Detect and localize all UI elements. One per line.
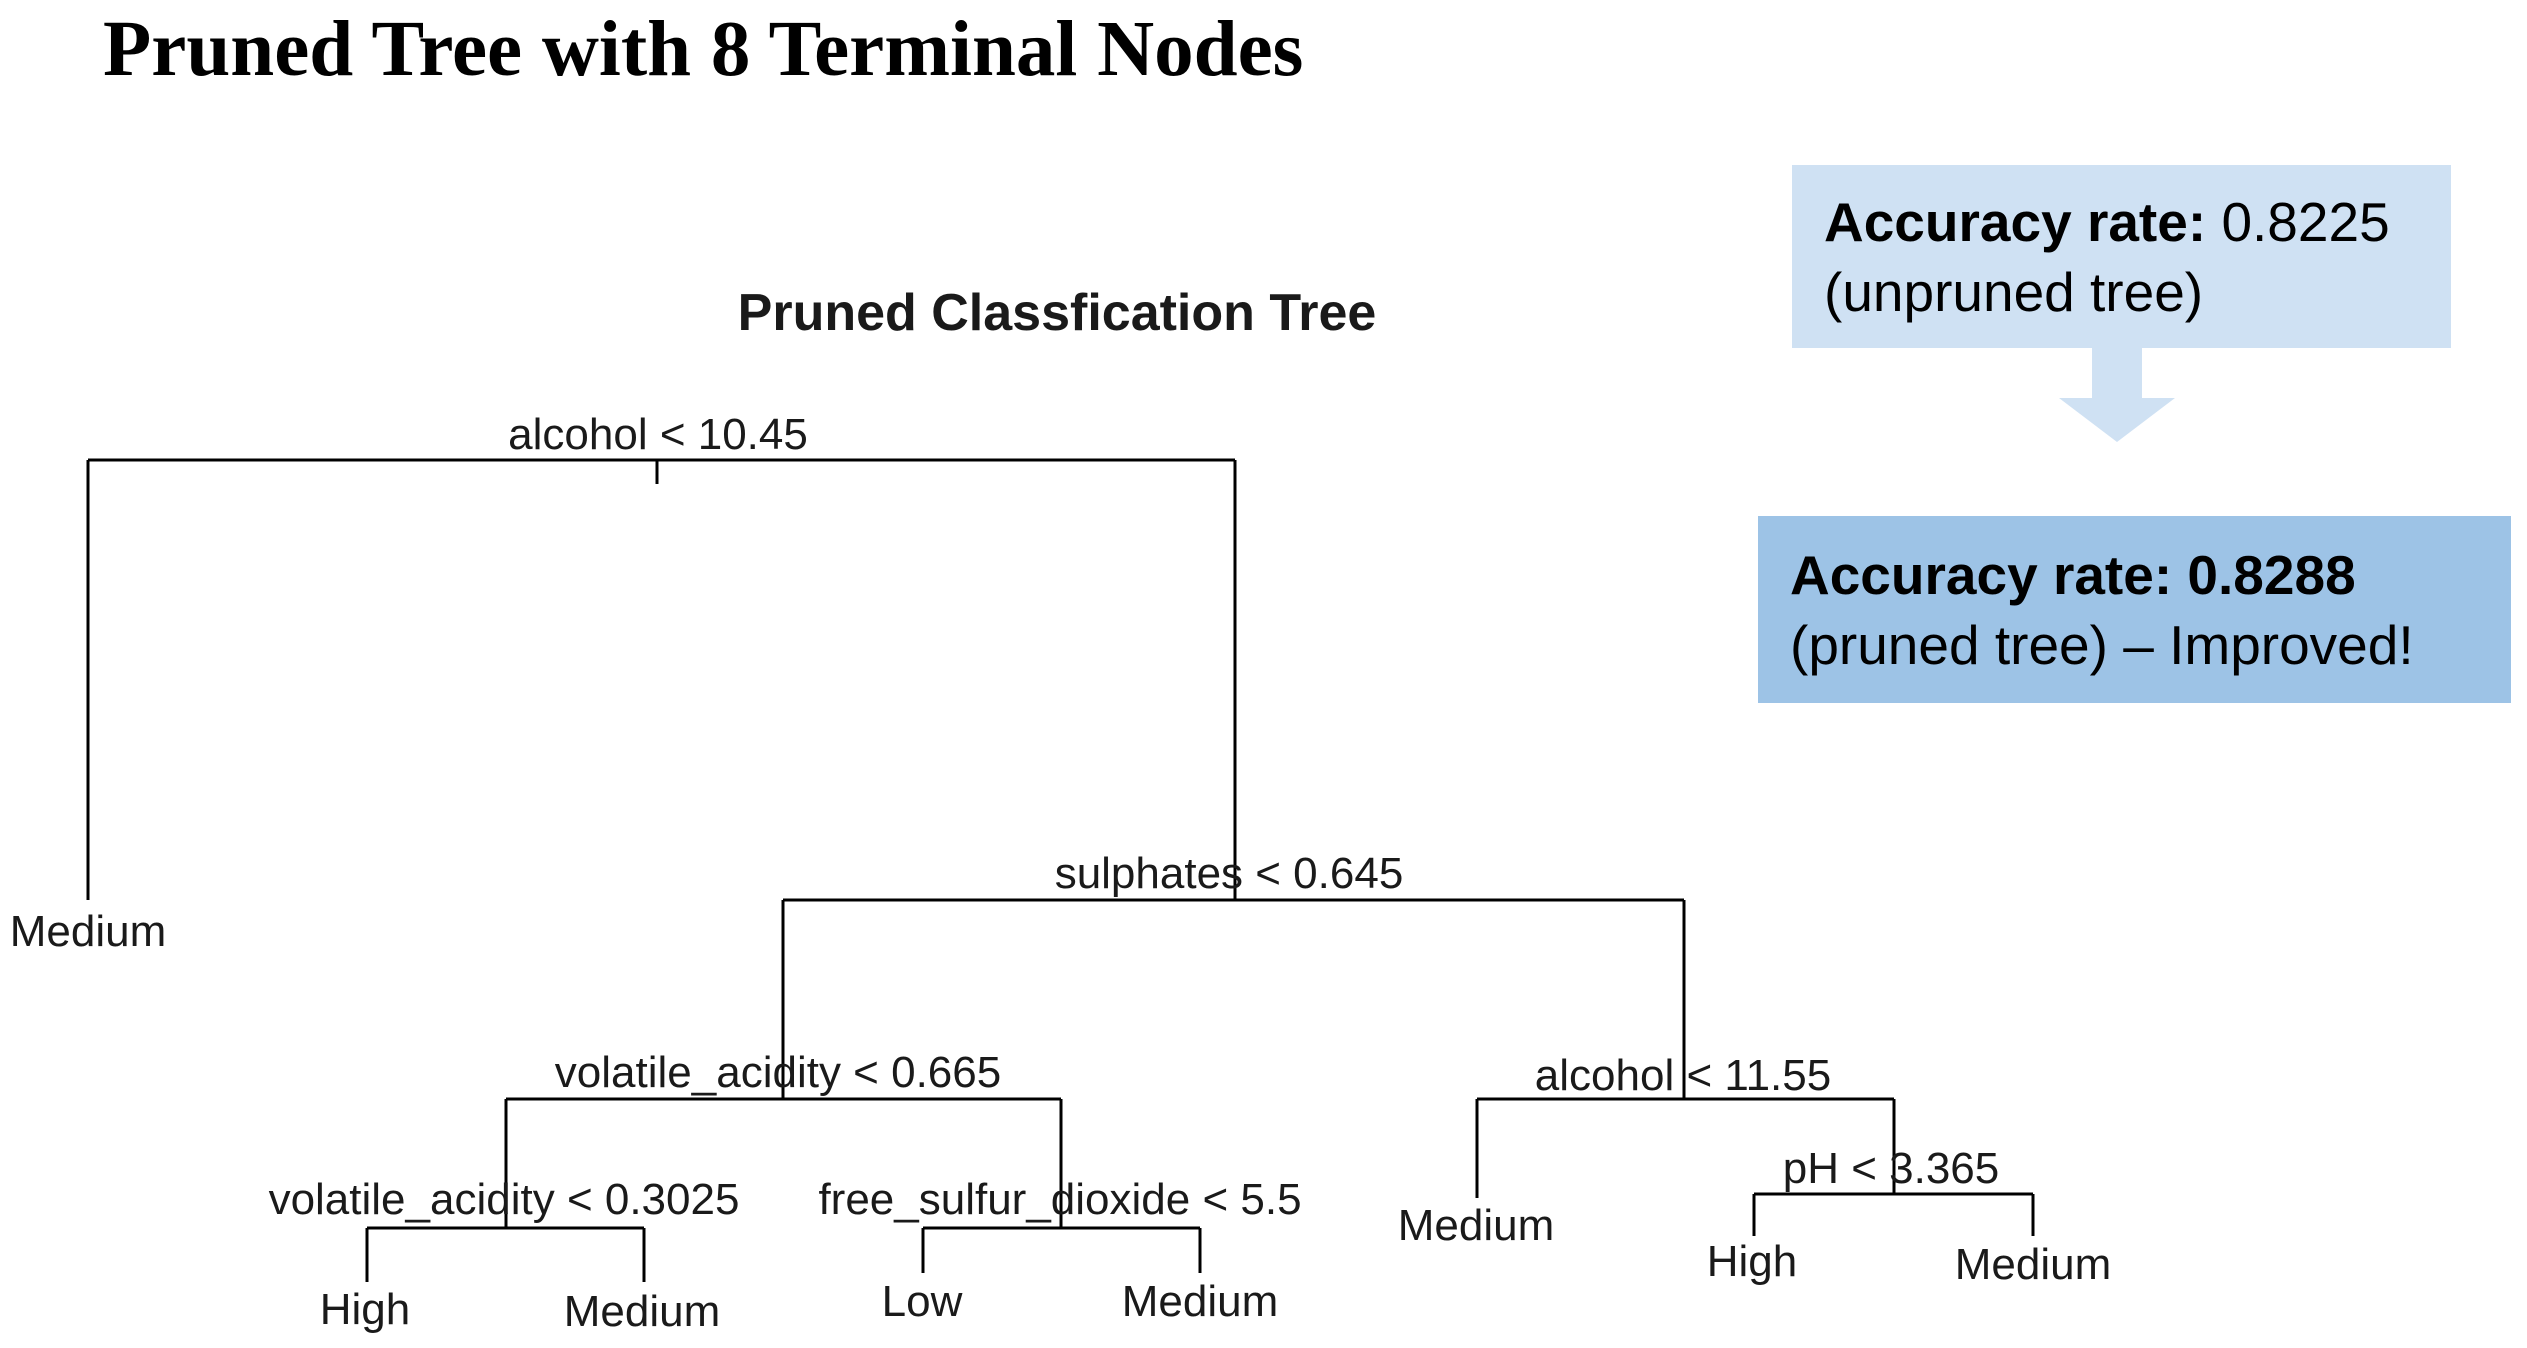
callout-label: Accuracy rate: 0.8288 [1790, 544, 2356, 606]
pruned-accuracy-callout: Accuracy rate: 0.8288 (pruned tree) – Im… [1758, 516, 2511, 703]
split-label-volatile-acidity-2: volatile_acidity < 0.3025 [269, 1175, 740, 1224]
split-label-root: alcohol < 10.45 [508, 410, 808, 459]
leaf-label: Medium [1398, 1201, 1555, 1250]
leaf-label: Low [882, 1277, 963, 1326]
callout-note: (pruned tree) – Improved! [1790, 614, 2414, 676]
callout-note: (unpruned tree) [1824, 261, 2204, 323]
split-label-sulphates: sulphates < 0.645 [1055, 849, 1404, 898]
tree-title: Pruned Classfication Tree [738, 284, 1377, 342]
slide-title: Pruned Tree with 8 Terminal Nodes [103, 6, 1304, 93]
tree-branches [86, 458, 2035, 1282]
leaf-label: Medium [1955, 1240, 2112, 1289]
leaf-label: High [1707, 1237, 1798, 1286]
callout-value: 0.8225 [2221, 191, 2390, 253]
unpruned-accuracy-callout: Accuracy rate: 0.8225 (unpruned tree) [1792, 165, 2451, 348]
callout-label: Accuracy rate: [1824, 191, 2207, 253]
leaf-label: High [320, 1285, 411, 1334]
leaf-label: Medium [564, 1287, 721, 1336]
split-label-volatile-acidity: volatile_acidity < 0.665 [555, 1048, 1001, 1097]
split-label-ph: pH < 3.365 [1783, 1144, 2000, 1193]
split-label-free-sulfur-dioxide: free_sulfur_dioxide < 5.5 [818, 1175, 1301, 1224]
leaf-label: Medium [1122, 1277, 1279, 1326]
leaf-label: Medium [10, 907, 167, 956]
split-label-alcohol: alcohol < 11.55 [1535, 1051, 1831, 1100]
